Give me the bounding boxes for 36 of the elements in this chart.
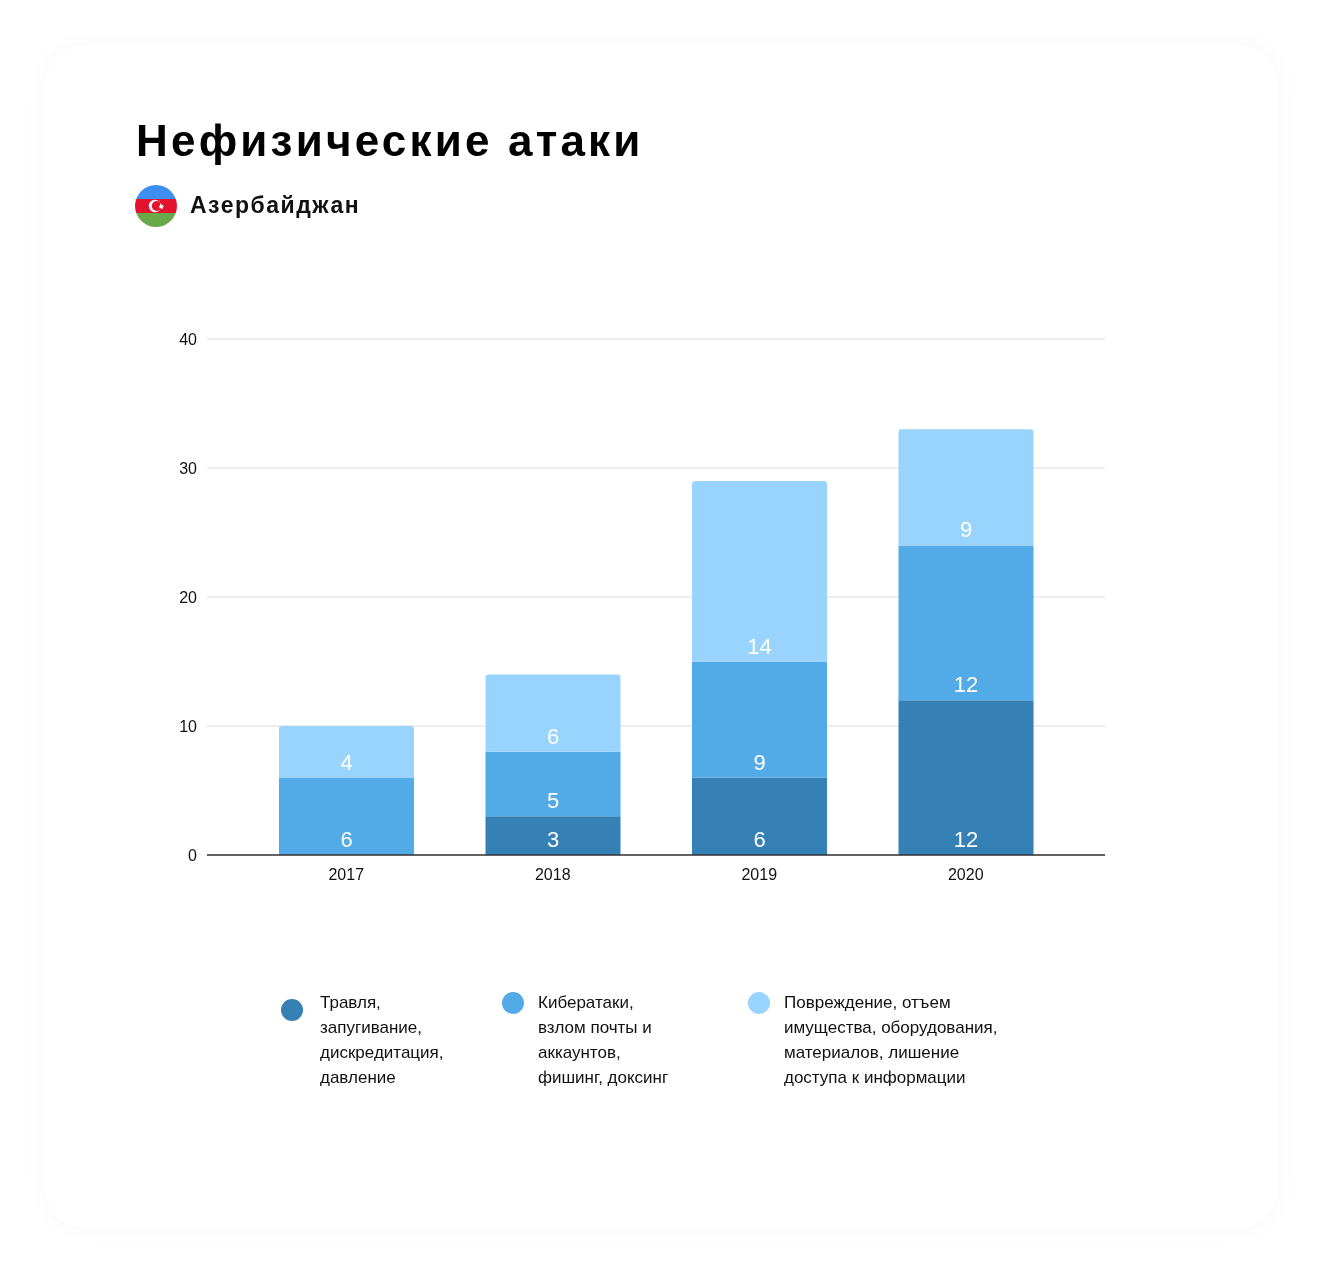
bar bbox=[898, 545, 1034, 701]
bar bbox=[692, 777, 827, 855]
data-label: 14 bbox=[747, 633, 772, 659]
bar bbox=[279, 777, 414, 855]
legend-label: Кибератаки, взлом почты и аккаунтов, фишинг, доксинг bbox=[538, 992, 670, 1089]
chart-title: Нефизические атаки bbox=[136, 116, 644, 165]
data-label: 6 bbox=[753, 827, 766, 852]
bar bbox=[279, 726, 414, 778]
bar bbox=[898, 700, 1034, 855]
bar bbox=[692, 480, 827, 662]
data-label: 12 bbox=[953, 827, 979, 852]
legend-label: Повреждение, отъем имущества, оборудования, материалов, лишение доступа к информации bbox=[784, 992, 999, 1089]
bar bbox=[485, 674, 621, 752]
bar bbox=[898, 429, 1034, 546]
bar bbox=[692, 661, 827, 778]
x-tick-label: 2018 bbox=[534, 866, 571, 884]
y-tick-label: 0 bbox=[188, 846, 198, 864]
data-label: 4 bbox=[340, 749, 353, 775]
data-label: 6 bbox=[340, 827, 353, 852]
x-tick-label: 2019 bbox=[741, 866, 778, 884]
data-label: 5 bbox=[546, 788, 560, 814]
data-label: 9 bbox=[753, 749, 766, 775]
x-tick-label: 2017 bbox=[328, 866, 365, 884]
data-label: 3 bbox=[546, 827, 560, 852]
x-tick-label: 2020 bbox=[947, 866, 984, 884]
bar bbox=[485, 751, 621, 817]
data-label: 9 bbox=[959, 517, 973, 543]
data-label: 12 bbox=[953, 672, 979, 698]
y-tick-label: 30 bbox=[179, 459, 198, 477]
legend-label: Травля, запугивание, дискредитация, давление bbox=[320, 992, 445, 1089]
bar bbox=[485, 816, 621, 855]
y-tick-label: 10 bbox=[179, 717, 198, 735]
chart-subtitle: Азербайджан bbox=[190, 192, 361, 218]
y-tick-label: 20 bbox=[179, 588, 198, 606]
y-tick-label: 40 bbox=[179, 330, 198, 348]
data-label: 6 bbox=[546, 723, 560, 749]
